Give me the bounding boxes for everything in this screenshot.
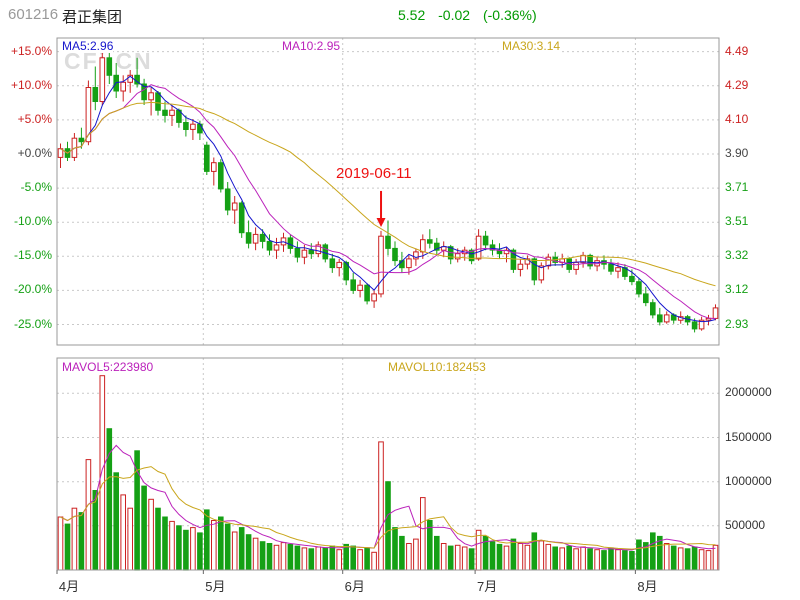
quote-price: 5.52: [398, 7, 426, 23]
annotation-arrowhead: [376, 217, 386, 227]
mavol5-label: MAVOL5:223980: [62, 360, 154, 374]
stock-quote: 5.52 -0.02 (-0.36%): [398, 7, 546, 23]
volume-right-tick: 2000000: [725, 385, 772, 400]
candles-layer: [57, 49, 719, 333]
volume-bars: [57, 375, 719, 571]
main-right-tick: 3.71: [725, 180, 749, 195]
main-right-tick: 2.93: [725, 316, 749, 331]
volume-right-tick: 1500000: [725, 429, 772, 444]
ma30-line: [60, 101, 716, 287]
ma10-line: [60, 84, 716, 320]
quote-change-pct: (-0.36%): [482, 7, 537, 23]
ma10-label: MA10:2.95: [282, 39, 341, 53]
annotation-text: 2019-06-11: [336, 164, 412, 182]
stock-code: 601216: [8, 6, 59, 23]
month-label: 4月: [58, 579, 80, 594]
stock-name: 君正集团: [62, 9, 123, 26]
main-left-tick: +5.0%: [17, 111, 52, 126]
main-right-tick: 3.90: [725, 145, 749, 160]
main-left-tick: +10.0%: [10, 77, 52, 92]
main-left-tick: -25.0%: [13, 316, 52, 331]
main-left-tick: -10.0%: [13, 214, 52, 229]
main-left-tick: +15.0%: [10, 43, 52, 58]
mavol10-line: [60, 466, 716, 550]
main-right-tick: 4.49: [725, 43, 749, 58]
main-left-tick: -15.0%: [13, 248, 52, 263]
month-label: 7月: [477, 579, 498, 594]
main-right-tick: 3.32: [725, 248, 749, 263]
month-label: 5月: [205, 579, 226, 594]
mavol10-label: MAVOL10:182453: [388, 360, 486, 374]
ma5-line: [60, 75, 716, 323]
ma30-label: MA30:3.14: [502, 39, 561, 53]
main-right-tick: 3.12: [725, 282, 749, 297]
ma5-label: MA5:2.96: [62, 39, 114, 53]
month-label: 6月: [344, 579, 365, 594]
main-right-tick: 4.10: [725, 111, 749, 126]
main-left-tick: +0.0%: [17, 145, 52, 160]
volume-right-tick: 1000000: [725, 473, 772, 488]
volume-right-tick: 500000: [725, 517, 766, 532]
main-right-tick: 4.29: [725, 77, 749, 92]
main-left-tick: -5.0%: [20, 180, 52, 195]
main-chart-border: [56, 37, 720, 346]
month-label: 8月: [637, 579, 658, 594]
quote-change: -0.02: [438, 7, 471, 23]
main-left-tick: -20.0%: [13, 282, 52, 297]
volume-chart-border: [56, 357, 720, 571]
main-right-tick: 3.51: [725, 214, 749, 229]
mavol5-line: [60, 444, 716, 551]
